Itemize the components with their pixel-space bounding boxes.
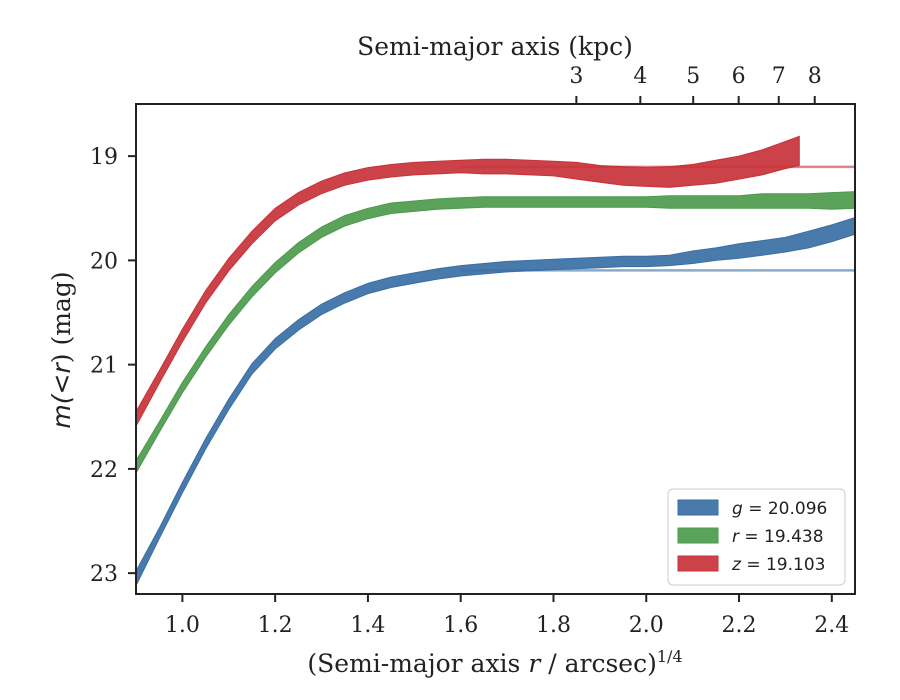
top-tick-label-0: 3 [569,64,583,89]
y-tick-label-0: 19 [90,145,118,170]
legend-swatch-g [677,499,719,516]
x-tick-label-0: 1.0 [165,613,200,638]
top-tick-label-4: 7 [772,64,786,89]
legend-label-z: z = 19.103 [731,555,825,575]
y-tick-label-2: 21 [90,354,118,379]
y-tick-label-1: 20 [90,249,118,274]
top-tick-label-5: 8 [808,64,822,89]
x-tick-label-1: 1.2 [258,613,293,638]
top-tick-label-3: 6 [732,64,746,89]
x-axis-title-suffix: / arcsec) [540,649,657,678]
y-axis-title-variable: r [47,362,76,374]
series-layer [135,135,856,586]
top-tick-label-2: 5 [686,64,700,89]
y-tick-label-4: 23 [90,562,118,587]
x-tick-label-5: 2.0 [629,613,664,638]
y-axis-title-prefix: m( [47,393,76,428]
legend-label-g: g = 20.096 [732,499,827,519]
x-axis-title-prefix: (Semi-major axis [307,649,528,678]
x-axis-title-exponent: 1/4 [657,647,683,666]
y-axis-title-suffix: ) (mag) [47,271,76,363]
top-tick-label-1: 4 [633,64,647,89]
x-tick-label-3: 1.6 [443,613,478,638]
x-axis-title-variable: r [528,649,542,678]
y-axis-title: m(<r) (mag) [47,271,76,428]
legend-swatch-r [677,527,719,544]
legend: g = 20.096 r = 19.438 z = 19.103 [667,488,846,586]
x-tick-label-7: 2.4 [814,613,849,638]
y-axis-title-lt: < [47,374,76,395]
series-band-z [135,135,800,427]
y-tick-label-3: 22 [90,458,118,483]
x-tick-label-4: 1.8 [536,613,571,638]
legend-label-r: r = 19.438 [732,527,824,547]
x-axis-title: (Semi-major axis r / arcsec)1/4 [307,647,682,678]
plot-frame [135,103,856,595]
x-tick-label-6: 2.2 [722,613,757,638]
top-axis-title: Semi-major axis (kpc) [357,32,633,61]
legend-swatch-z [677,555,719,572]
x-tick-label-2: 1.4 [350,613,385,638]
axis-layer: 1.0 1.2 1.4 1.6 1.8 2.0 2.2 2.4 19 20 21 22 23 3 4 5 6 7 8 [90,64,849,638]
series-band-r [135,191,856,475]
